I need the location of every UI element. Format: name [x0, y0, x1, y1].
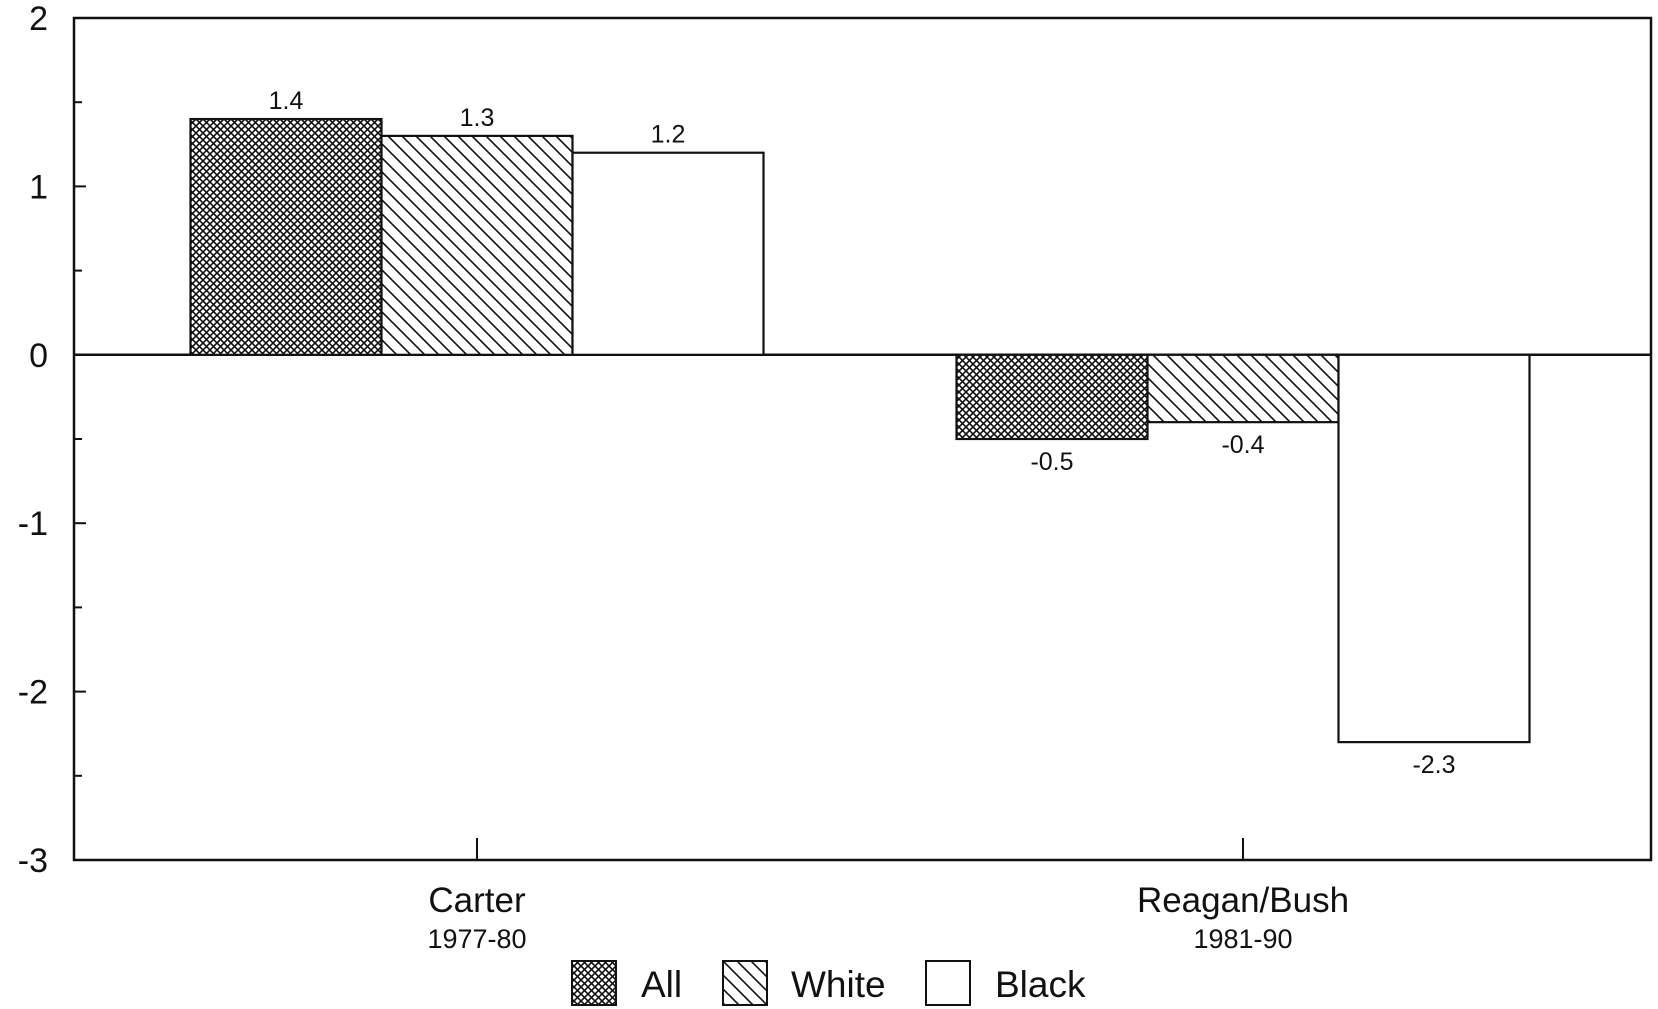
x-category-period: 1981-90	[1193, 924, 1292, 954]
bar-white-carter	[380, 134, 574, 356]
x-category-label: Reagan/Bush	[1137, 881, 1349, 920]
bar-all-carter	[189, 117, 383, 356]
y-tick-label: 0	[29, 337, 48, 375]
data-label: -2.3	[1412, 751, 1455, 779]
bar-white-reagan-bush	[1146, 353, 1340, 424]
legend-label-white: White	[791, 964, 886, 1005]
y-tick-label: -2	[18, 674, 48, 712]
legend-label-black: Black	[995, 964, 1086, 1005]
y-tick-label: -3	[18, 842, 48, 880]
labels-layer: Carter 1977-80 1.4 1.3 1.2 Reagan/Bush 1981-90…	[269, 87, 1456, 954]
data-label: -0.4	[1221, 431, 1264, 459]
data-label: -0.5	[1030, 448, 1073, 476]
y-tick-label: 1	[29, 168, 48, 206]
bars-layer	[189, 117, 1531, 744]
x-category-period: 1977-80	[427, 924, 526, 954]
y-tick-label: -1	[18, 505, 48, 543]
x-category-label: Carter	[428, 881, 526, 920]
bar-black-carter	[571, 151, 765, 356]
legend-label-all: All	[641, 964, 682, 1005]
bar-all-reagan-bush	[955, 353, 1149, 441]
data-label: 1.3	[460, 104, 495, 132]
legend-swatch-black	[925, 960, 971, 1006]
bar-black-reagan-bush	[1337, 353, 1531, 744]
legend-swatch-white	[722, 960, 768, 1006]
legend: All White Black	[571, 960, 1086, 1006]
y-tick-label: 2	[29, 0, 48, 38]
data-label: 1.2	[651, 121, 686, 149]
legend-swatch-all	[571, 960, 617, 1006]
data-label: 1.4	[269, 87, 304, 115]
